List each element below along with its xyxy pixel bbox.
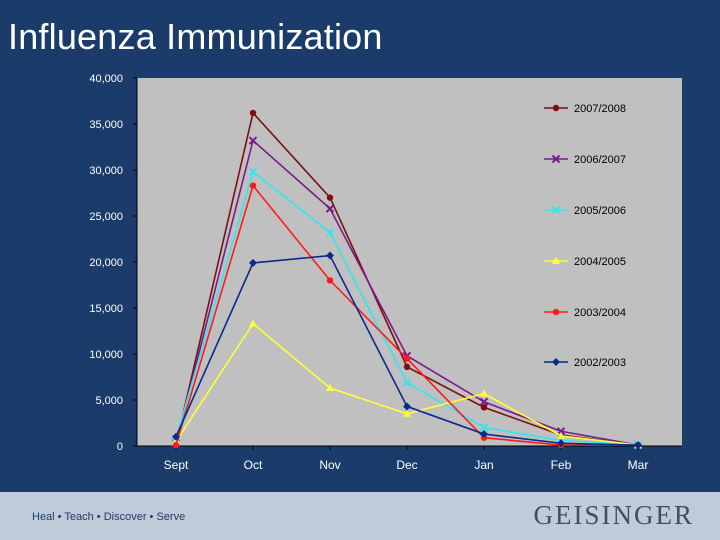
x-tick-label: Dec [396,458,417,472]
data-point [557,439,565,448]
y-tick-label: 40,000 [89,73,123,85]
legend-entry-bg [518,352,648,372]
legend-entry-bg [518,251,648,271]
legend-label: 2007/2008 [574,103,626,115]
legend-label: 2005/2006 [574,205,626,217]
data-point [403,402,411,411]
data-point [172,432,180,441]
data-point [325,228,335,237]
legend-entry-bg [518,200,648,220]
y-tick-label: 0 [117,441,123,453]
legend: 2007/2008 2006/2007 2005/2006 2004/2005 2003… [518,98,648,372]
data-point [249,182,257,189]
data-point [326,194,334,201]
data-point [480,404,488,411]
y-tick-label: 5,000 [95,395,123,407]
legend-entry-bg [518,98,648,118]
y-tick-label: 35,000 [89,119,123,131]
data-point [552,257,560,264]
data-point [403,409,411,417]
legend-label: 2004/2005 [574,256,626,268]
x-tick-label: Sept [164,458,189,472]
data-point [325,204,335,213]
data-point [326,277,334,284]
y-tick-label: 30,000 [89,165,123,177]
x-tick-label: Feb [551,458,572,472]
legend-label: 2003/2004 [574,307,626,319]
series-2002-2003 [172,251,642,450]
slide-title: Influenza Immunization [8,16,383,57]
data-point [249,319,257,327]
data-point [403,363,411,371]
data-point [326,251,334,260]
x-tick-label: Jan [474,458,493,472]
legend-label: 2002/2003 [574,357,626,369]
data-point [248,136,258,145]
data-point [172,441,180,449]
data-point [480,430,488,439]
data-point [551,154,561,164]
data-point [552,104,560,112]
y-tick-label: 15,000 [89,303,123,315]
x-tick-label: Nov [319,458,340,472]
data-point [557,431,565,439]
immunization-line-chart: 0 5,000 10,000 15,000 20,000 25,000 30,000 35,0… [89,73,682,472]
legend-label: 2006/2007 [574,154,626,166]
data-point [326,384,334,392]
x-axis: Sept Oct Nov Dec Jan Feb Mar [137,445,682,472]
data-point [556,427,566,436]
data-point [479,423,489,432]
geisinger-logo: GEISINGER [533,500,694,530]
footer-tagline: Heal • Teach • Discover • Serve [32,511,186,523]
data-point [403,355,411,362]
x-tick-label: Mar [628,458,649,472]
data-point [249,109,257,117]
data-point [479,397,489,407]
x-tick-label: Oct [244,458,263,472]
series-layer [171,109,643,450]
data-point [552,358,560,366]
footer-band [0,492,720,540]
legend-entry-bg [518,149,648,169]
y-tick-label: 10,000 [89,349,123,361]
data-point [551,205,561,215]
legend-entry-bg [518,302,648,322]
data-point [249,258,257,267]
data-point [552,308,560,316]
y-tick-label: 20,000 [89,257,123,269]
data-point [248,167,258,177]
data-point [480,389,488,397]
data-point [402,378,412,387]
data-point [634,441,642,450]
y-tick-label: 25,000 [89,211,123,223]
y-axis: 0 5,000 10,000 15,000 20,000 25,000 30,000 35,0… [89,73,138,453]
